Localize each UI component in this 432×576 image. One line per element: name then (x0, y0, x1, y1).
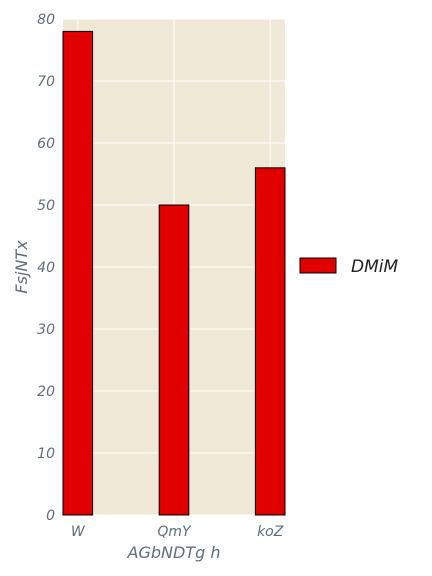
legend: DMiM (299, 257, 398, 277)
x-tick-koZ: koZ (257, 524, 284, 540)
x-tick-labels: W QmY koZ (71, 524, 284, 540)
y-tick-70: 70 (37, 74, 55, 90)
x-axis-label: AGbNDTg h (127, 543, 221, 562)
y-tick-labels: 0 10 20 30 40 50 60 70 80 (37, 12, 55, 524)
x-tick-W: W (71, 524, 86, 540)
y-tick-20: 20 (37, 384, 55, 400)
bar-QmY (158, 204, 190, 516)
bar-koZ (254, 167, 286, 516)
y-tick-30: 30 (37, 322, 55, 338)
y-tick-0: 0 (46, 508, 55, 524)
bars (62, 30, 286, 516)
y-tick-10: 10 (37, 446, 55, 462)
y-tick-80: 80 (37, 12, 55, 28)
bar-W (62, 30, 94, 516)
y-axis-label: FsjNTx (12, 240, 31, 294)
x-tick-QmY: QmY (157, 524, 192, 540)
y-tick-60: 60 (37, 136, 55, 152)
y-tick-50: 50 (37, 198, 55, 214)
y-tick-40: 40 (37, 260, 55, 276)
legend-label: DMiM (351, 257, 398, 277)
legend-swatch (299, 257, 337, 274)
